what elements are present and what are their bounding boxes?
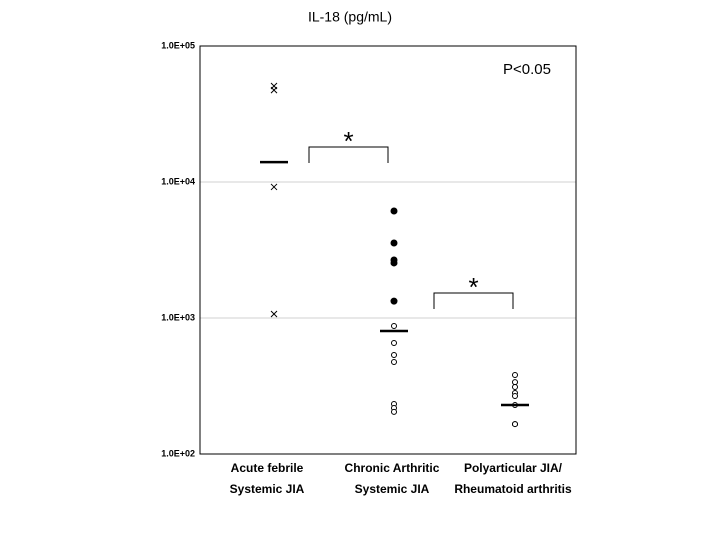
point	[512, 379, 518, 386]
annotation: P<0.05	[503, 61, 551, 78]
x-tick-label: Chronic Arthritic	[345, 461, 440, 475]
point-stroke	[270, 183, 278, 191]
x-tick-label: Acute febrile	[231, 461, 304, 475]
point	[391, 351, 397, 358]
x-tick-label: Rheumatoid arthritis	[454, 482, 572, 496]
chart-title: IL-18 (pg/mL)	[308, 9, 392, 25]
x-tick-label: Systemic JIA	[355, 482, 430, 496]
point	[390, 259, 398, 267]
y-tick-label: 1.0E+02	[161, 448, 195, 458]
x-tick-label: Polyarticular JIA/	[464, 461, 563, 475]
plot-frame	[199, 45, 577, 455]
point	[391, 323, 397, 330]
point-stroke	[270, 310, 278, 318]
significance: *	[343, 126, 353, 156]
bracket	[433, 292, 514, 309]
point	[270, 86, 278, 94]
point-stroke	[270, 86, 278, 94]
bracket	[308, 146, 389, 163]
point	[391, 408, 397, 415]
point	[390, 239, 398, 247]
point	[512, 371, 518, 378]
point	[391, 358, 397, 365]
point	[390, 207, 398, 215]
x-tick-label: Systemic JIA	[230, 482, 305, 496]
y-tick-label: 1.0E+04	[161, 176, 195, 186]
point	[512, 383, 518, 390]
point	[391, 339, 397, 346]
point	[390, 297, 398, 305]
y-tick-label: 1.0E+05	[161, 40, 195, 50]
point	[512, 392, 518, 399]
point	[270, 310, 278, 318]
significance: *	[468, 272, 478, 302]
y-tick-label: 1.0E+03	[161, 312, 195, 322]
point	[270, 183, 278, 191]
point	[512, 421, 518, 428]
